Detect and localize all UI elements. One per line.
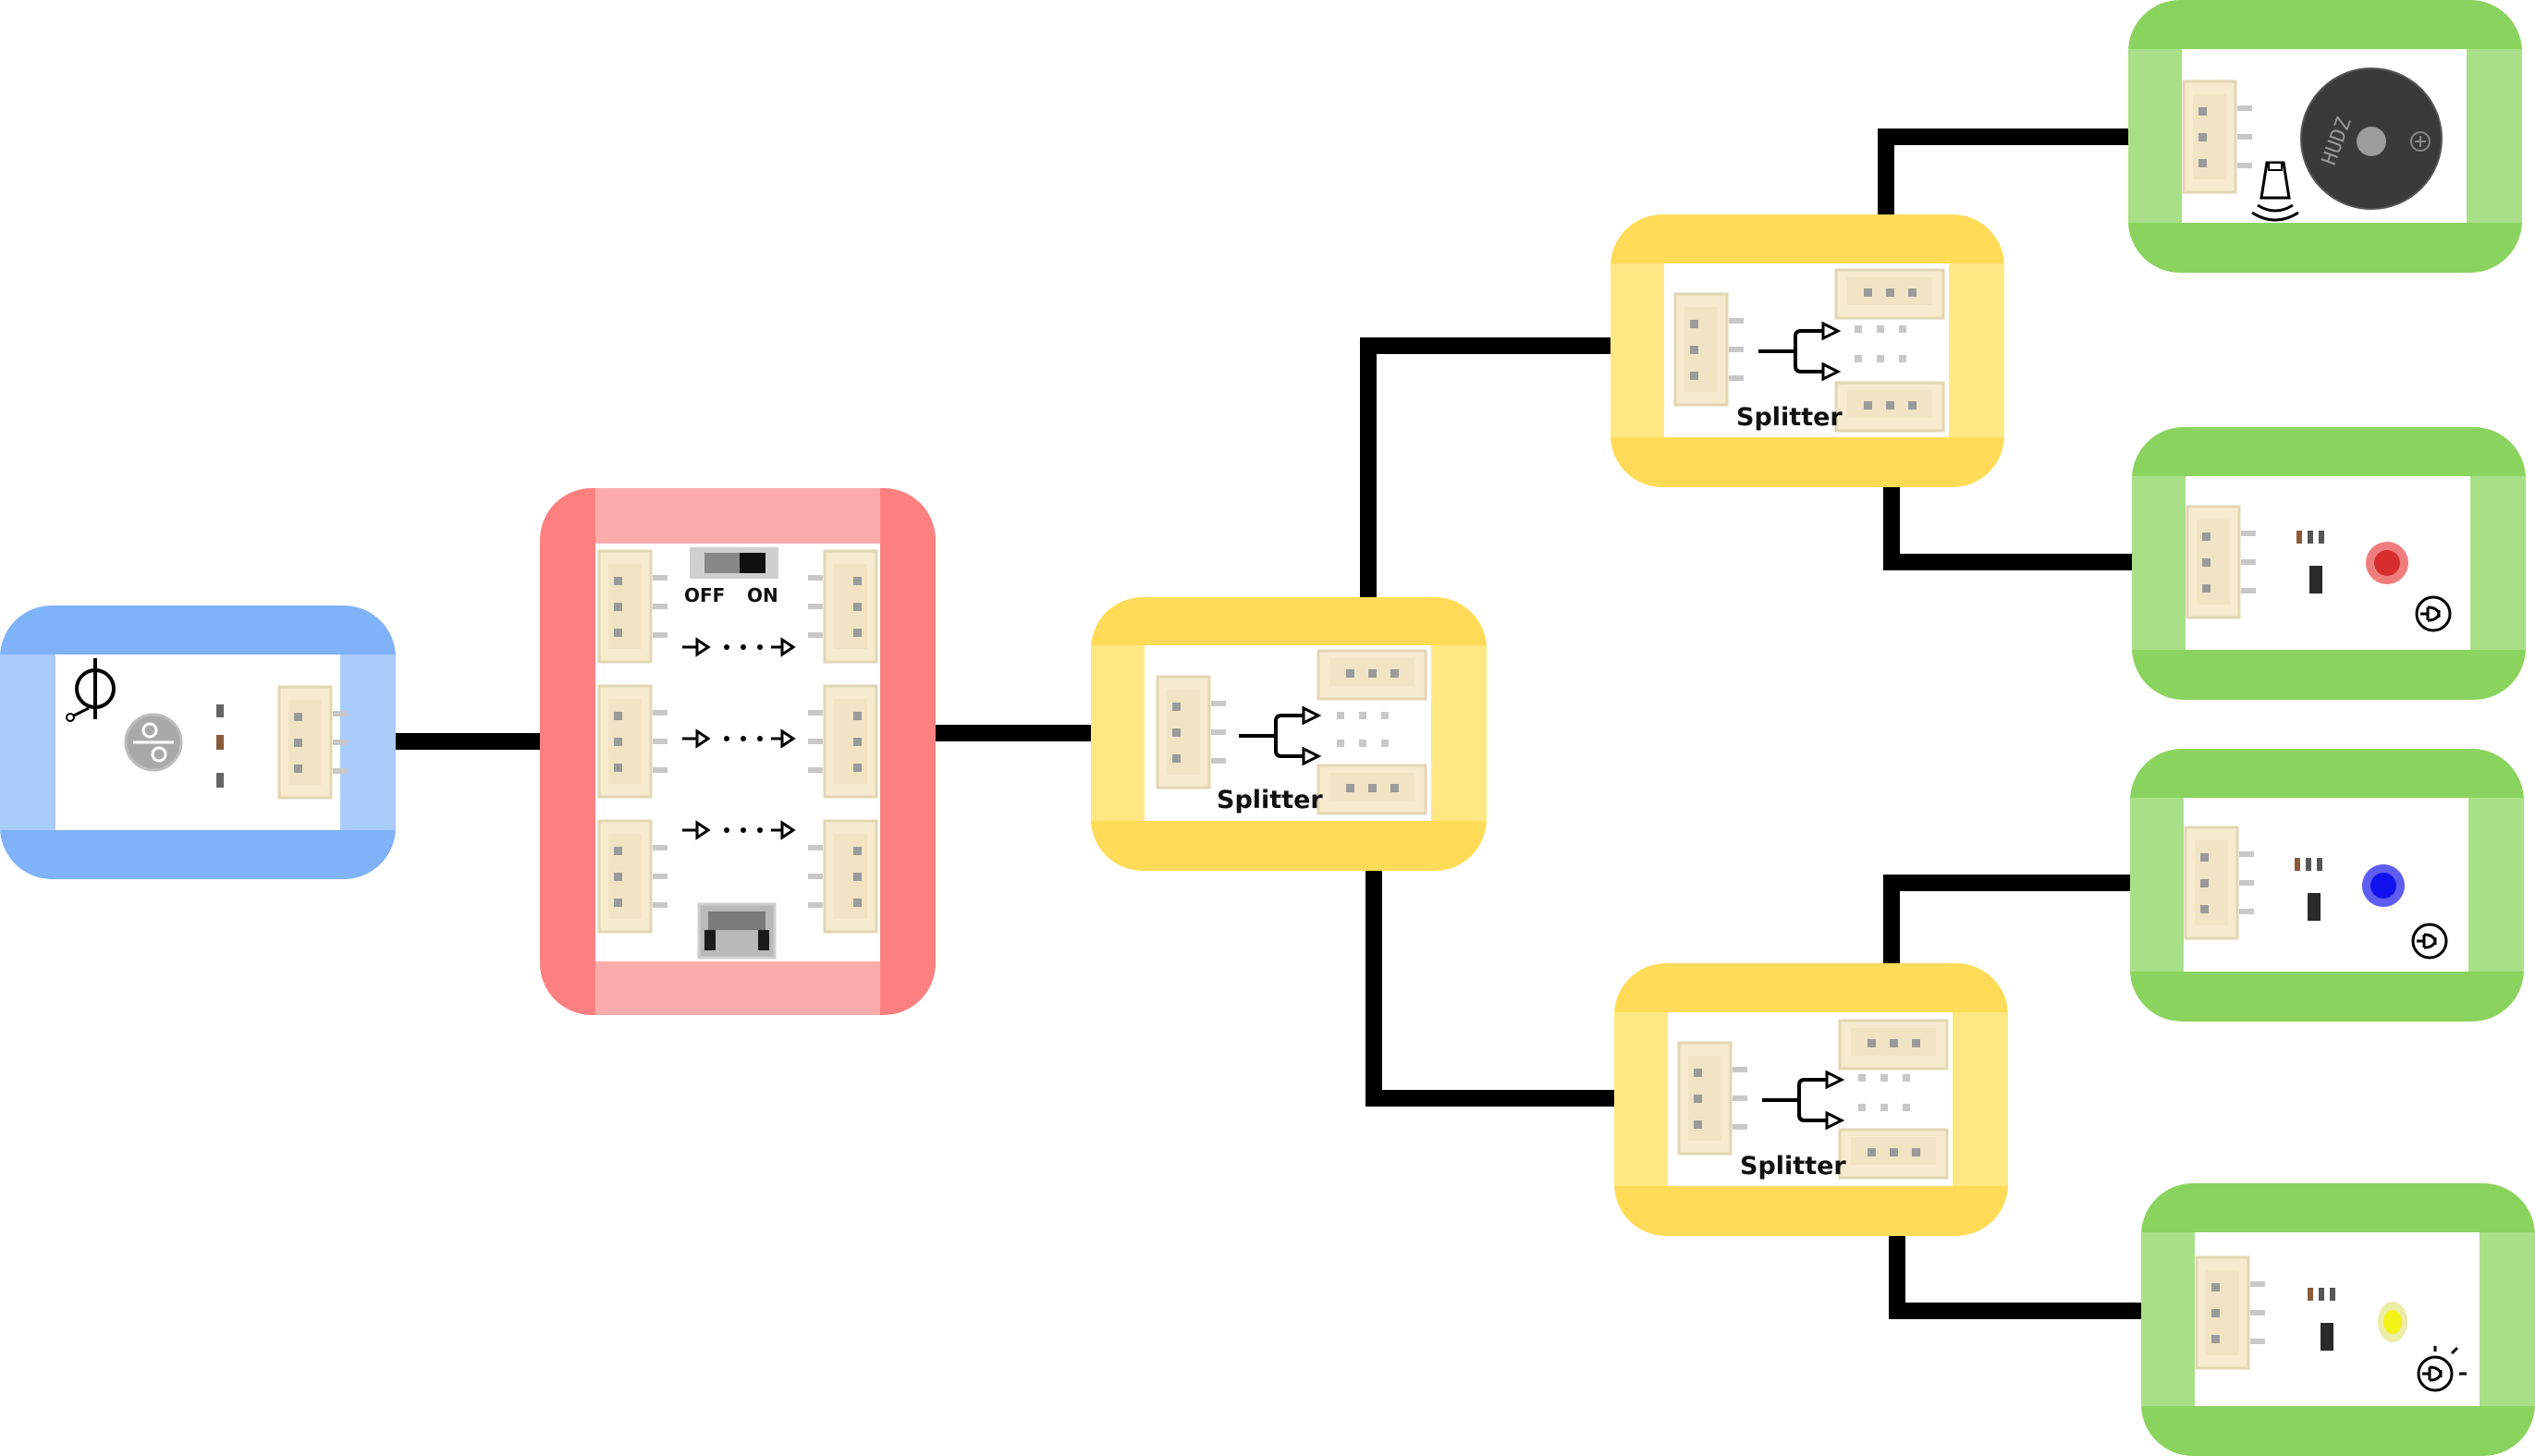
light-bulb-icon (2415, 595, 2452, 632)
splitter-bottom-label: Splitter (1740, 1152, 1846, 1181)
splitter-top-label: Splitter (1736, 403, 1843, 432)
switch-on-label: ON (747, 584, 778, 606)
power-switch[interactable] (690, 547, 778, 579)
red-led-icon (2366, 542, 2408, 584)
splitter-top-output-top[interactable] (1834, 268, 1945, 320)
tilt-sensor-icon (66, 658, 116, 722)
wire-splitter-main-to-splitter-top (1360, 337, 1690, 677)
light-bulb-icon (2411, 923, 2448, 960)
light-bulb-on-icon (2417, 1346, 2467, 1392)
controller-module[interactable]: OFF ON (540, 488, 936, 1015)
led-yellow-module[interactable] (2141, 1183, 2535, 1456)
splitter-main-module[interactable]: Splitter (1091, 597, 1487, 871)
tilt-switch-component-icon (124, 713, 183, 772)
speaker-icon (2251, 161, 2299, 222)
buzzer-component-icon: HUDZ (2300, 67, 2443, 210)
led-blue-module[interactable] (2130, 749, 2524, 1022)
blue-led-icon (2362, 864, 2405, 907)
splitter-top-output-bottom[interactable] (1834, 381, 1945, 433)
buzzer-module[interactable]: HUDZ (2128, 0, 2522, 273)
yellow-led-icon (2378, 1302, 2407, 1342)
splitter-main-output-top[interactable] (1316, 649, 1427, 701)
input-module[interactable] (0, 606, 396, 879)
switch-off-label: OFF (684, 584, 725, 606)
splitter-main-output-bottom[interactable] (1316, 764, 1427, 815)
wire-splitter-main-to-splitter-bottom (1365, 795, 1694, 1107)
usb-port-icon (697, 902, 777, 960)
splitter-top-module[interactable]: Splitter (1610, 214, 2004, 487)
splitter-bottom-output-bottom[interactable] (1838, 1128, 1949, 1180)
splitter-bottom-module[interactable]: Splitter (1614, 963, 2008, 1236)
splitter-main-label: Splitter (1217, 786, 1323, 814)
splitter-bottom-output-top[interactable] (1838, 1019, 1949, 1071)
led-red-module[interactable] (2132, 427, 2526, 700)
resistor-component (216, 704, 224, 788)
